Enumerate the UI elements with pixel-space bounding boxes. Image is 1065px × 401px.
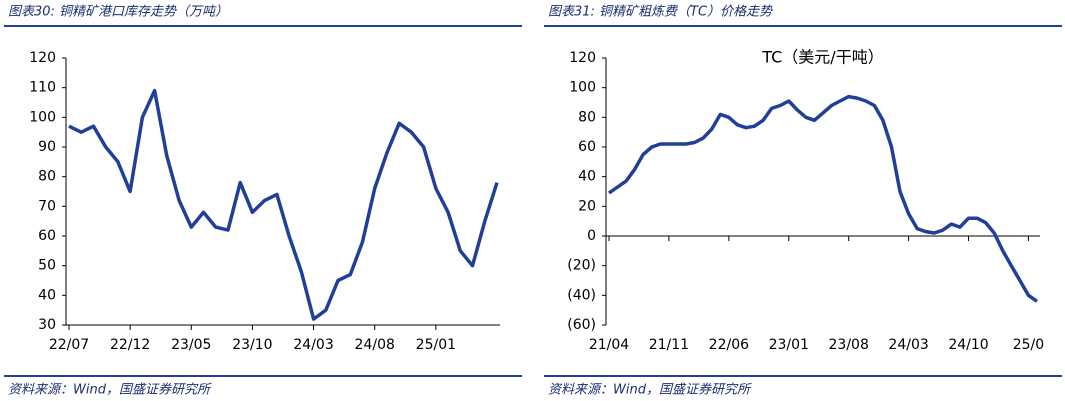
chart-header: 图表31: 铜精矿粗炼费（TC）价格走势: [548, 4, 774, 20]
y-tick-label: 60: [578, 139, 596, 155]
y-tick-label: 40: [38, 287, 56, 303]
y-tick-label: 40: [578, 169, 596, 185]
x-tick-label: 24/03: [293, 337, 333, 353]
data-line: [607, 94, 1039, 303]
y-tick-label: 90: [38, 139, 56, 155]
x-tick-label: 21/11: [649, 337, 689, 353]
y-tick-label: (60): [567, 317, 596, 333]
y-tick-label: 110: [29, 80, 56, 96]
y-tick-label: (20): [567, 258, 596, 274]
chart-subtitle: TC（美元/干吨）: [761, 48, 883, 67]
y-tick-label: 80: [578, 109, 596, 125]
y-tick-label: 0: [587, 228, 596, 244]
x-tick-label: 24/10: [948, 337, 988, 353]
y-tick-label: 20: [578, 198, 596, 214]
y-tick-label: 30: [38, 317, 56, 333]
y-tick-label: (40): [567, 287, 596, 303]
x-tick-label: 25/0: [1013, 337, 1044, 353]
source: 资料来源：Wind，国盛证券研究所: [548, 382, 752, 398]
x-tick-label: 23/05: [171, 337, 211, 353]
source: 资料来源：Wind，国盛证券研究所: [8, 382, 212, 398]
y-tick-label: 50: [38, 258, 56, 274]
chart-header: 图表30: 铜精矿港口库存走势（万吨）: [8, 4, 228, 20]
y-tick-label: 70: [38, 198, 56, 214]
y-tick-label: 100: [569, 80, 596, 96]
x-tick-label: 23/10: [232, 337, 272, 353]
y-tick-label: 80: [38, 169, 56, 185]
x-tick-label: 21/04: [589, 337, 629, 353]
y-tick-label: 120: [569, 50, 596, 66]
y-tick-label: 100: [29, 109, 56, 125]
x-tick-label: 22/12: [110, 337, 150, 353]
x-tick-label: 24/03: [888, 337, 928, 353]
data-line: [68, 88, 499, 321]
y-tick-label: 120: [29, 50, 56, 66]
x-tick-label: 22/06: [709, 337, 749, 353]
x-tick-label: 25/01: [416, 337, 456, 353]
y-tick-label: 60: [38, 228, 56, 244]
x-tick-label: 23/08: [829, 337, 869, 353]
x-tick-label: 23/01: [769, 337, 809, 353]
x-tick-label: 22/07: [49, 337, 89, 353]
x-tick-label: 24/08: [355, 337, 395, 353]
